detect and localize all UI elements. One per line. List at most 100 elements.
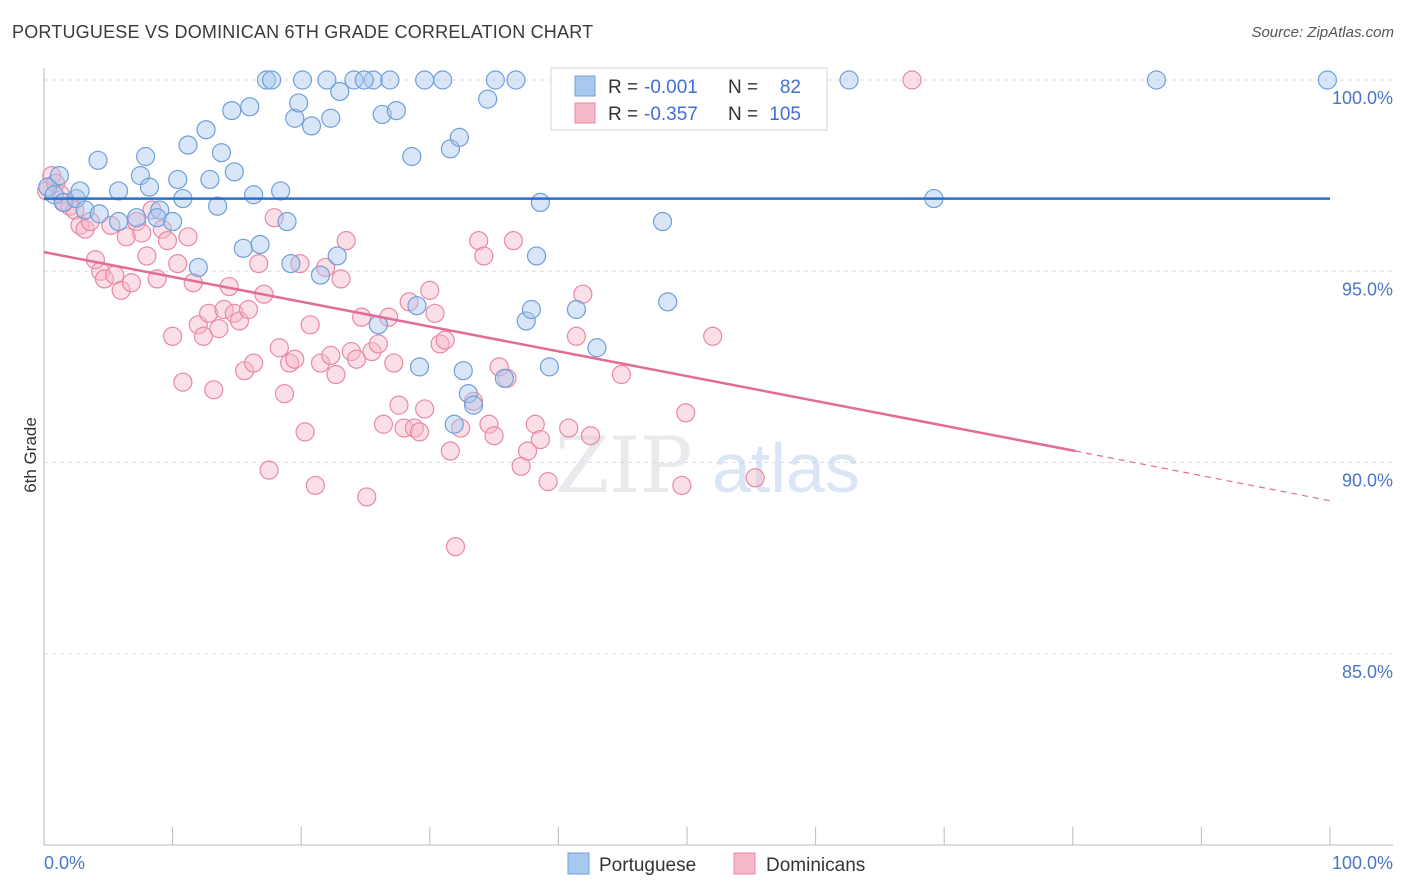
portuguese-point	[407, 296, 427, 316]
portuguese-point	[150, 200, 170, 220]
portuguese-point	[494, 368, 514, 388]
dominicans-point	[305, 475, 325, 496]
dominicans-point	[269, 338, 289, 358]
x-tick-label-right: 100.0%	[1332, 853, 1393, 873]
portuguese-point	[402, 146, 422, 167]
portuguese-point	[463, 395, 484, 415]
dominicans-point	[902, 70, 922, 90]
bottom-legend-label-dominicans: Dominicans	[766, 855, 865, 876]
dominicans-point	[168, 254, 188, 274]
portuguese-point	[839, 70, 859, 90]
portuguese-point	[75, 200, 95, 220]
dominicans-point	[559, 418, 579, 438]
dominicans-point	[295, 422, 315, 442]
dominicans-point	[484, 426, 504, 446]
dominicans-point	[116, 227, 136, 247]
portuguese-point	[163, 211, 183, 232]
dominicans-point	[346, 349, 367, 369]
portuguese-point	[652, 211, 673, 232]
portuguese-point	[196, 120, 216, 140]
portuguese-point	[139, 177, 160, 197]
dominicans-point	[285, 349, 305, 369]
dominicans-point	[489, 357, 509, 377]
dominicans-point	[357, 487, 377, 507]
dominicans-point	[474, 246, 494, 266]
portuguese-point	[70, 181, 90, 201]
dominicans-point	[435, 330, 455, 350]
dominicans-point	[209, 319, 229, 339]
portuguese-point	[530, 192, 550, 212]
portuguese-point	[108, 211, 129, 232]
portuguese-point	[168, 169, 188, 190]
dominicans-point	[409, 422, 430, 442]
portuguese-point	[222, 100, 242, 121]
portuguese-point	[208, 196, 228, 216]
dominicans-point	[368, 334, 388, 354]
portuguese-point	[301, 116, 322, 136]
dominicans-point	[157, 231, 178, 251]
dominicans-point	[70, 215, 90, 235]
dominicans-point	[415, 399, 435, 419]
portuguese-point	[344, 70, 364, 90]
dominicans-point	[538, 472, 558, 492]
dominicans-point	[280, 353, 300, 373]
dominicans-point	[703, 326, 723, 346]
portuguese-point	[292, 70, 313, 90]
portuguese-point	[433, 70, 453, 90]
portuguese-point	[211, 143, 232, 163]
trend-lines	[43, 197, 1331, 502]
portuguese-point	[49, 166, 70, 186]
dominicans-point	[199, 303, 219, 323]
legend-swatch-dominicans	[574, 102, 596, 124]
dominicans-point	[137, 246, 157, 266]
dominicans-point	[352, 307, 372, 327]
legend-n-value-dominicans: 105	[769, 104, 801, 125]
portuguese-point	[516, 311, 536, 331]
portuguese-point	[178, 135, 198, 155]
dominicans-point	[94, 269, 115, 289]
stats-legend: R = -0.001 N = 82 R = -0.357 N = 105	[550, 67, 828, 131]
dominicans-point	[611, 364, 632, 385]
dominicans-point	[517, 441, 538, 461]
dominicans-point	[530, 429, 550, 450]
portuguese-point	[88, 150, 108, 170]
dominicans-point	[580, 426, 601, 446]
dominicans-point	[264, 208, 284, 228]
dominicans-point	[300, 315, 320, 335]
portuguese-point	[521, 299, 541, 320]
y-axis-label: 6th Grade	[21, 417, 40, 493]
legend-r-label-dominicans: R =	[608, 104, 638, 125]
legend-n-label-dominicans: N =	[728, 104, 758, 125]
portuguese-point	[526, 246, 547, 266]
portuguese-point	[380, 70, 400, 90]
x-tick-label-left: 0.0%	[44, 853, 85, 873]
portuguese-point	[89, 204, 109, 224]
legend-r-label-portuguese: R =	[608, 77, 638, 98]
portuguese-point	[250, 234, 270, 255]
portuguese-point	[188, 257, 208, 278]
y-tick-label-85: 85.0%	[1342, 662, 1393, 682]
dominicans-point	[249, 254, 269, 274]
dominicans-point	[132, 223, 152, 243]
dominicans-point	[259, 460, 279, 480]
portuguese-point	[372, 104, 392, 125]
dominicans-point	[204, 380, 224, 400]
chart-title: PORTUGUESE VS DOMINICAN 6TH GRADE CORREL…	[12, 22, 594, 42]
dominicans-point	[331, 269, 351, 289]
portuguese-point	[38, 177, 58, 197]
legend-swatch-portuguese	[574, 75, 596, 97]
portuguese-point	[262, 70, 282, 90]
portuguese-point	[453, 361, 473, 381]
portuguese-point	[285, 108, 305, 128]
portuguese-point	[587, 338, 607, 358]
portuguese-point	[108, 181, 129, 201]
portuguese-point	[244, 185, 264, 205]
dominicans-point	[336, 231, 356, 251]
dominicans-point	[193, 326, 214, 346]
dominicans-point	[178, 227, 198, 247]
portuguese-point	[277, 211, 297, 232]
dominicans-point	[672, 475, 692, 496]
portuguese-point	[240, 97, 260, 117]
legend-r-value-dominicans: -0.357	[644, 104, 698, 125]
watermark-zip: ZIP	[555, 421, 693, 511]
